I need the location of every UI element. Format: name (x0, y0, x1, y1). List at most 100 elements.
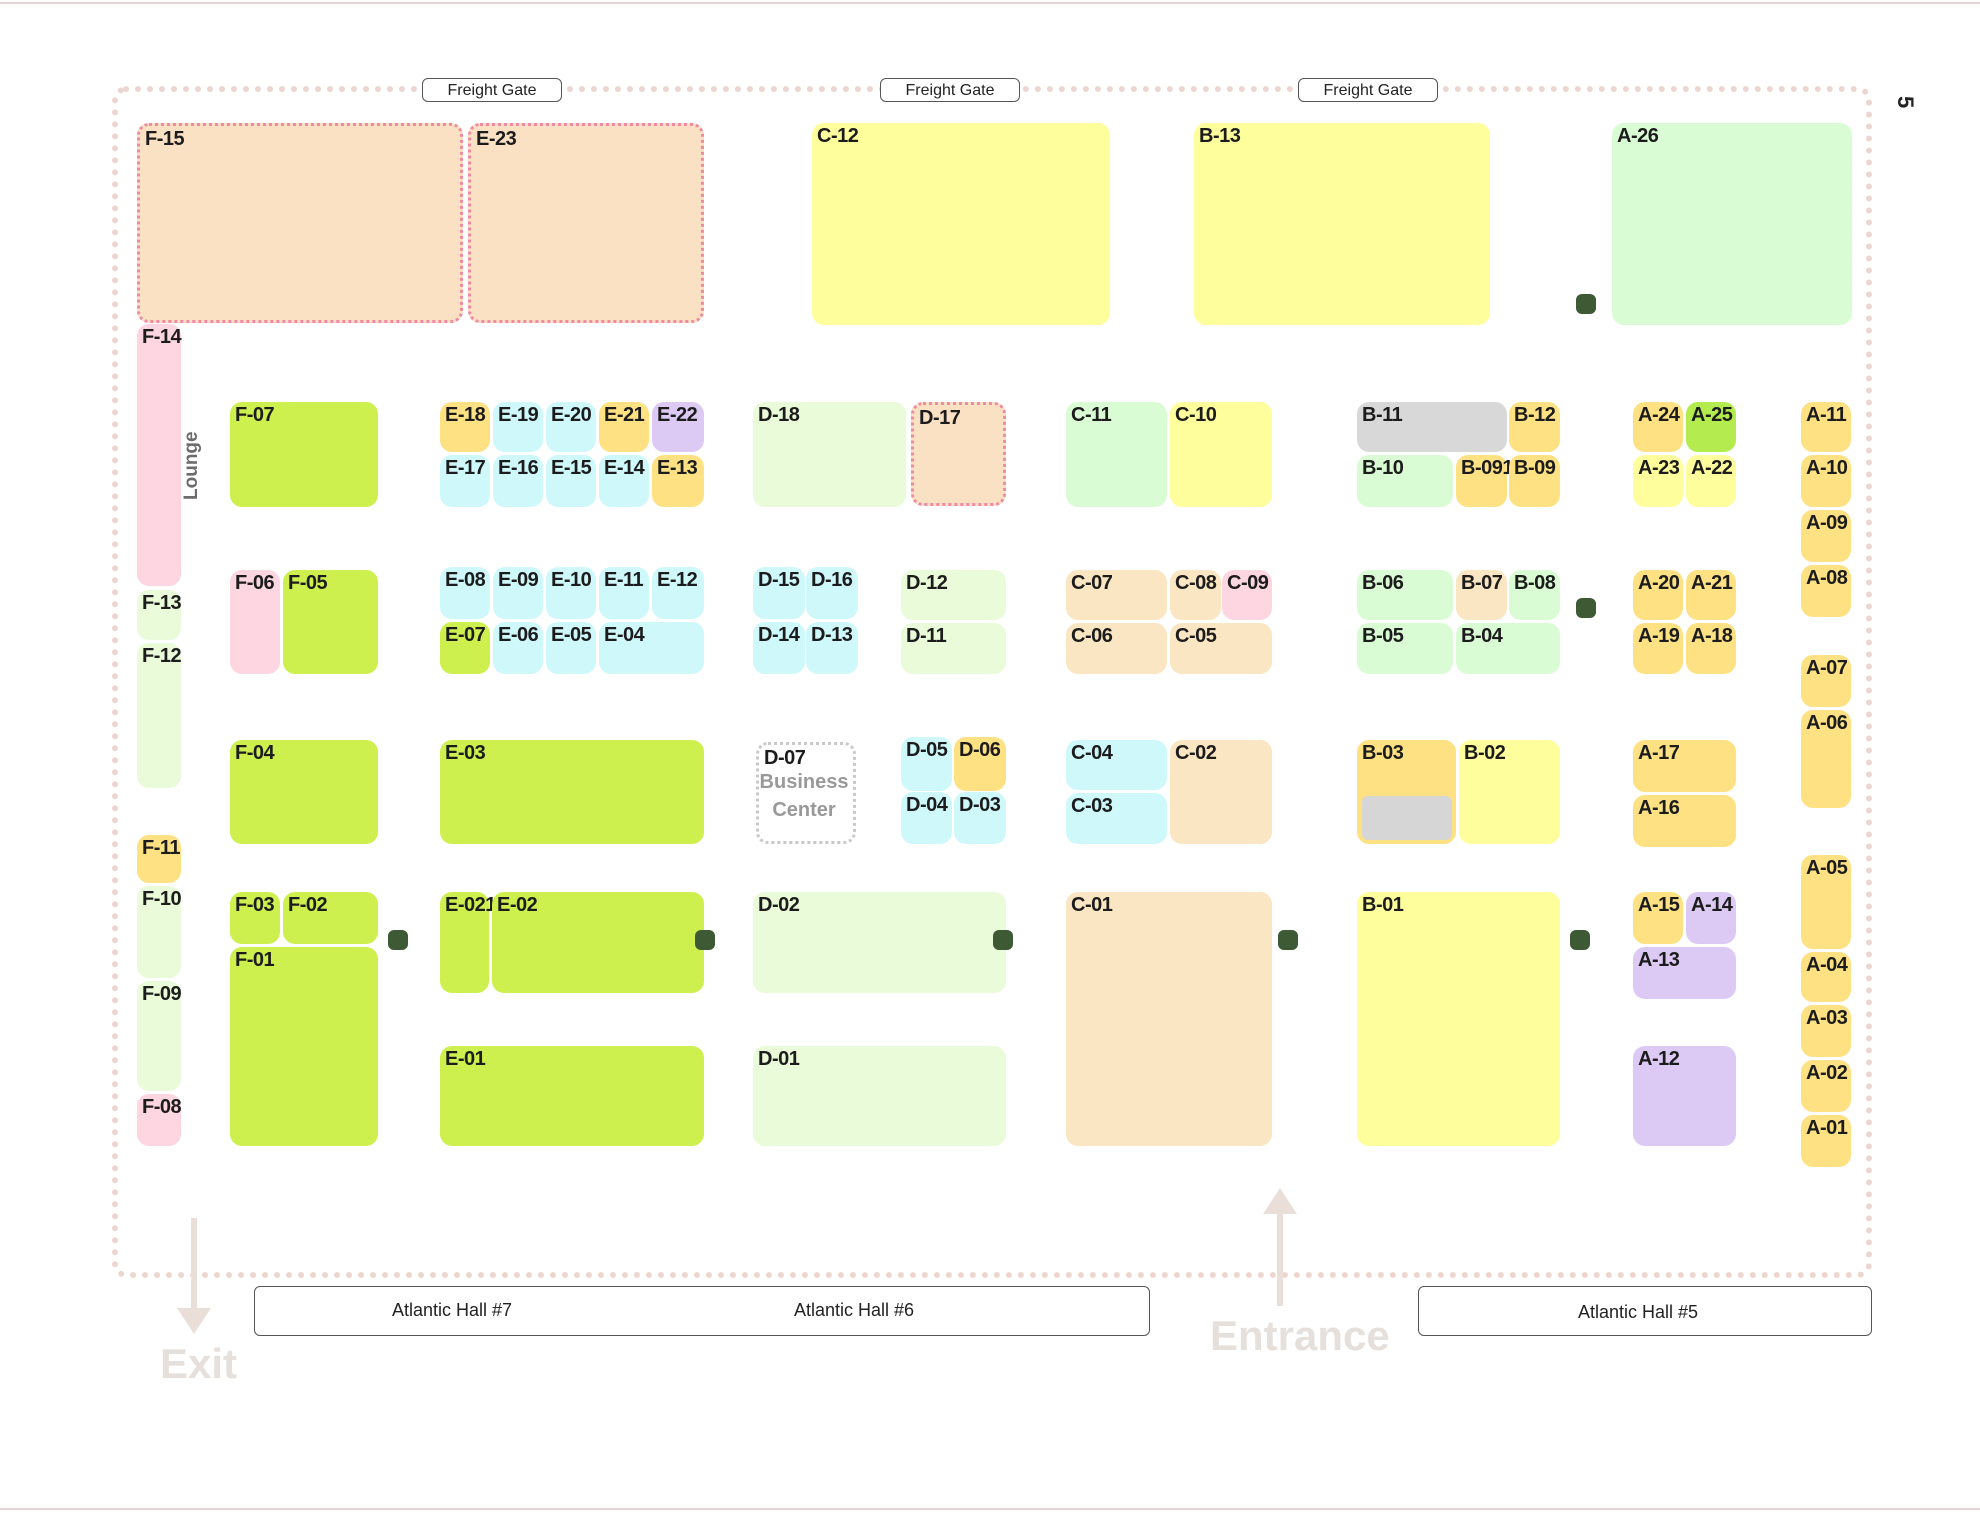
booth-f-12[interactable]: F-12 (137, 643, 182, 788)
booth-d-16[interactable]: D-16 (806, 567, 858, 619)
booth-e-10[interactable]: E-10 (546, 567, 596, 619)
booth-d-06[interactable]: D-06 (954, 737, 1006, 791)
booth-b-10[interactable]: B-10 (1357, 455, 1453, 507)
booth-a-26[interactable]: A-26 (1612, 123, 1852, 325)
booth-a-12[interactable]: A-12 (1633, 1046, 1736, 1146)
booth-a-03[interactable]: A-03 (1801, 1005, 1851, 1057)
booth-f-15[interactable]: F-15 (137, 123, 463, 323)
booth-f-14[interactable]: F-14 (137, 324, 182, 586)
booth-e-22[interactable]: E-22 (652, 402, 704, 452)
booth-a-11[interactable]: A-11 (1801, 402, 1851, 452)
booth-d-13[interactable]: D-13 (806, 622, 858, 674)
booth-a-19[interactable]: A-19 (1633, 623, 1683, 674)
booth-e-04[interactable]: E-04 (599, 622, 704, 674)
booth-e-21[interactable]: E-21 (599, 402, 649, 452)
booth-e-20[interactable]: E-20 (546, 402, 596, 452)
booth-f-07[interactable]: F-07 (230, 402, 378, 507)
booth-e-12[interactable]: E-12 (652, 567, 704, 619)
booth-b-09[interactable]: B-09 (1509, 455, 1560, 507)
booth-e-021[interactable]: E-021 (440, 892, 496, 993)
booth-c-10[interactable]: C-10 (1170, 402, 1272, 507)
booth-c-09[interactable]: C-09 (1222, 570, 1272, 620)
booth-e-11[interactable]: E-11 (599, 567, 649, 619)
booth-b-12[interactable]: B-12 (1509, 402, 1560, 452)
booth-e-23[interactable]: E-23 (468, 123, 704, 323)
booth-e-02[interactable]: E-02 (492, 892, 704, 993)
booth-d-04[interactable]: D-04 (901, 792, 952, 844)
booth-a-02[interactable]: A-02 (1801, 1060, 1851, 1112)
booth-a-25[interactable]: A-25 (1686, 402, 1736, 452)
booth-c-11[interactable]: C-11 (1066, 402, 1167, 507)
booth-e-05[interactable]: E-05 (546, 622, 596, 674)
booth-e-08[interactable]: E-08 (440, 567, 490, 619)
booth-a-14[interactable]: A-14 (1686, 892, 1736, 944)
booth-a-09[interactable]: A-09 (1801, 510, 1851, 562)
booth-f-10[interactable]: F-10 (137, 886, 182, 978)
booth-c-04[interactable]: C-04 (1066, 740, 1167, 790)
booth-e-09[interactable]: E-09 (493, 567, 543, 619)
booth-e-19[interactable]: E-19 (493, 402, 543, 452)
booth-f-01[interactable]: F-01 (230, 947, 378, 1146)
booth-f-06[interactable]: F-06 (230, 570, 280, 674)
booth-d-18[interactable]: D-18 (753, 402, 906, 507)
booth-b-06[interactable]: B-06 (1357, 570, 1453, 620)
booth-d-02[interactable]: D-02 (753, 892, 1006, 993)
booth-a-16[interactable]: A-16 (1633, 795, 1736, 847)
booth-c-12[interactable]: C-12 (812, 123, 1110, 325)
booth-d-14[interactable]: D-14 (753, 622, 805, 674)
booth-f-04[interactable]: F-04 (230, 740, 378, 844)
booth-e-01[interactable]: E-01 (440, 1046, 704, 1146)
booth-a-20[interactable]: A-20 (1633, 570, 1683, 620)
booth-a-06[interactable]: A-06 (1801, 710, 1851, 808)
booth-d-01[interactable]: D-01 (753, 1046, 1006, 1146)
booth-b-04[interactable]: B-04 (1456, 623, 1560, 674)
booth-a-21[interactable]: A-21 (1686, 570, 1736, 620)
booth-a-05[interactable]: A-05 (1801, 855, 1851, 949)
booth-f-02[interactable]: F-02 (283, 892, 378, 944)
booth-a-22[interactable]: A-22 (1686, 455, 1736, 507)
booth-a-24[interactable]: A-24 (1633, 402, 1683, 452)
booth-b-11[interactable]: B-11 (1357, 402, 1507, 452)
booth-b-13[interactable]: B-13 (1194, 123, 1490, 325)
booth-f-03[interactable]: F-03 (230, 892, 280, 944)
booth-a-08[interactable]: A-08 (1801, 565, 1851, 617)
booth-b-01[interactable]: B-01 (1357, 892, 1560, 1146)
booth-a-07[interactable]: A-07 (1801, 655, 1851, 707)
booth-a-01[interactable]: A-01 (1801, 1115, 1851, 1167)
booth-d-05[interactable]: D-05 (901, 737, 952, 791)
booth-f-09[interactable]: F-09 (137, 981, 182, 1091)
booth-a-17[interactable]: A-17 (1633, 740, 1736, 792)
booth-e-03[interactable]: E-03 (440, 740, 704, 844)
booth-c-07[interactable]: C-07 (1066, 570, 1167, 620)
booth-c-03[interactable]: C-03 (1066, 793, 1167, 844)
booth-f-13[interactable]: F-13 (137, 590, 182, 640)
booth-b-02[interactable]: B-02 (1459, 740, 1560, 844)
booth-a-10[interactable]: A-10 (1801, 455, 1851, 507)
booth-b-07[interactable]: B-07 (1456, 570, 1507, 620)
booth-d-15[interactable]: D-15 (753, 567, 805, 619)
booth-a-18[interactable]: A-18 (1686, 623, 1736, 674)
booth-e-15[interactable]: E-15 (546, 455, 596, 507)
booth-a-13[interactable]: A-13 (1633, 947, 1736, 999)
booth-b-091[interactable]: B-091 (1456, 455, 1513, 507)
booth-c-08[interactable]: C-08 (1170, 570, 1221, 620)
booth-e-18[interactable]: E-18 (440, 402, 490, 452)
booth-d-12[interactable]: D-12 (901, 570, 1006, 620)
booth-c-02[interactable]: C-02 (1170, 740, 1272, 844)
booth-a-23[interactable]: A-23 (1633, 455, 1683, 507)
booth-d-03[interactable]: D-03 (954, 792, 1006, 844)
booth-d-11[interactable]: D-11 (901, 623, 1006, 674)
booth-c-01[interactable]: C-01 (1066, 892, 1272, 1146)
booth-f-08[interactable]: F-08 (137, 1094, 182, 1146)
booth-f-05[interactable]: F-05 (283, 570, 378, 674)
booth-e-13[interactable]: E-13 (652, 455, 704, 507)
booth-e-07[interactable]: E-07 (440, 622, 490, 674)
booth-c-06[interactable]: C-06 (1066, 623, 1167, 674)
booth-e-17[interactable]: E-17 (440, 455, 490, 507)
booth-a-04[interactable]: A-04 (1801, 952, 1851, 1002)
booth-e-06[interactable]: E-06 (493, 622, 543, 674)
booth-e-16[interactable]: E-16 (493, 455, 543, 507)
booth-a-15[interactable]: A-15 (1633, 892, 1683, 944)
booth-d-07[interactable]: D-07 (756, 742, 856, 844)
booth-b-08[interactable]: B-08 (1509, 570, 1560, 620)
